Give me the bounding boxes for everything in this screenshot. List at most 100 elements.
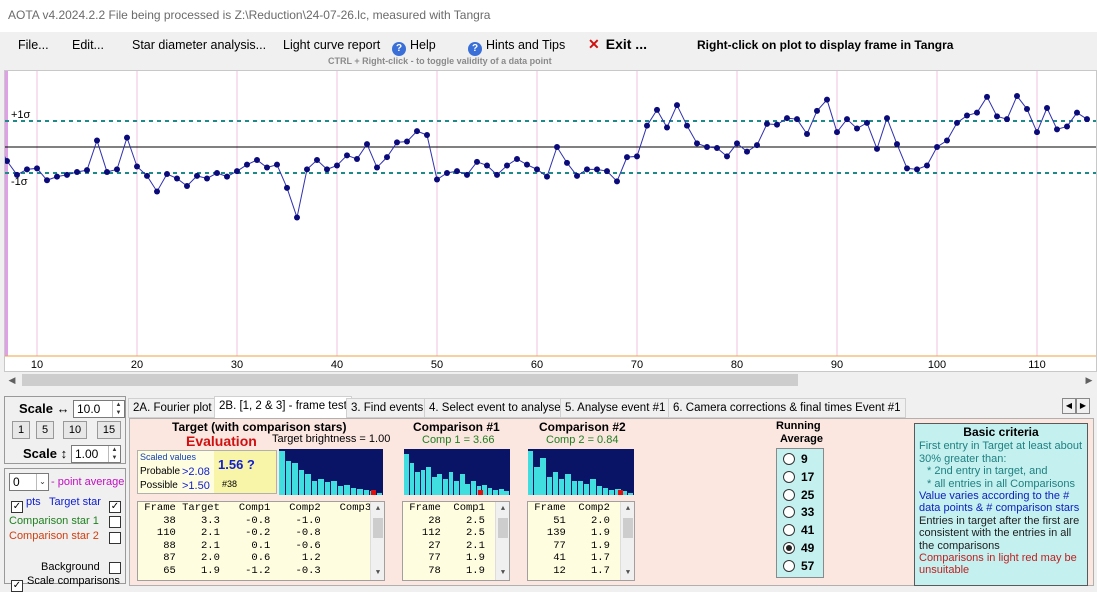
tab-select-event[interactable]: 4. Select event to analyse [424, 398, 566, 418]
tab-fourier-plot[interactable]: 2A. Fourier plot [128, 398, 217, 418]
menu-light-curve-report[interactable]: Light curve report [283, 38, 381, 52]
scale-button-15[interactable]: 15 [97, 421, 121, 439]
data-point [1044, 105, 1050, 111]
scrollbar-thumb[interactable] [373, 518, 383, 538]
running-average-radio-41[interactable] [783, 524, 795, 537]
scroll-up-icon[interactable]: ▲ [375, 505, 381, 513]
running-average-radio-49[interactable] [783, 542, 795, 554]
menu-star-diameter[interactable]: Star diameter analysis... [132, 38, 267, 52]
tab-find-events[interactable]: 3. Find events [346, 398, 429, 418]
scroll-down-icon[interactable]: ▼ [500, 569, 506, 577]
running-average-radio-25[interactable] [783, 488, 795, 501]
chevron-down-icon[interactable]: ⌄ [36, 474, 48, 490]
scale-button-5[interactable]: 5 [36, 421, 54, 439]
scroll-down-icon[interactable]: ▼ [625, 569, 631, 577]
comp2-table[interactable]: Frame Comp2 51 2.0 139 1.9 77 1.9 41 1.7… [527, 501, 635, 581]
data-point [944, 137, 950, 144]
scroll-down-icon[interactable]: ▼ [375, 569, 381, 577]
pts-checkbox[interactable]: ✓ [11, 496, 23, 513]
histogram-bar [493, 490, 498, 495]
data-point [54, 173, 60, 180]
data-point [444, 170, 450, 176]
table-row: 51 2.0 [528, 514, 610, 527]
menu-exit[interactable]: ✕ Exit ... [588, 36, 647, 53]
target-table[interactable]: Frame Target Comp1 Comp2 Comp3 38 3.3 -0… [137, 501, 385, 581]
histogram-bar [615, 489, 621, 495]
scroll-left-arrow-icon[interactable]: ◀ [8, 375, 16, 385]
histogram-bar [376, 492, 383, 495]
histogram-bar [498, 489, 504, 495]
target-star-checkbox[interactable]: ✓ [109, 496, 121, 513]
spinner-arrows-icon[interactable]: ▲ ▼ [112, 401, 124, 417]
data-point [614, 178, 620, 185]
menu-help[interactable]: ? Help [392, 38, 436, 56]
point-average-label: - point average [51, 476, 125, 488]
point-average-select[interactable]: 0 ⌄ [9, 473, 49, 491]
data-point [234, 168, 240, 175]
comp1-checkbox[interactable] [109, 515, 121, 529]
menu-file[interactable]: File... [18, 38, 49, 52]
data-point [564, 159, 570, 166]
data-point [324, 166, 330, 173]
scroll-up-icon[interactable]: ▲ [625, 505, 631, 513]
comp2-checkbox[interactable] [109, 531, 121, 545]
running-average-radio-9[interactable] [783, 453, 795, 465]
menu-hints[interactable]: ? Hints and Tips [468, 38, 565, 56]
tab-camera-corrections[interactable]: 6. Camera corrections & final times Even… [668, 398, 906, 418]
target-star-label: Target star [49, 496, 101, 508]
menu-edit[interactable]: Edit... [72, 38, 104, 52]
criteria-line-1: First entry in Target at least about 30%… [919, 440, 1083, 465]
scrollbar-thumb[interactable] [22, 374, 798, 386]
comp1-table[interactable]: Frame Comp1 28 2.5 112 2.5 27 2.1 77 1.9… [402, 501, 510, 581]
scale-horizontal-value: 10.0 [77, 402, 101, 416]
scroll-right-arrow-icon[interactable]: ▶ [1085, 375, 1093, 385]
scale-comparisons-checkbox[interactable]: ✓ [11, 575, 23, 592]
histogram-bar [331, 481, 337, 495]
menu-help-label: Help [410, 38, 436, 52]
scale-button-1[interactable]: 1 [12, 421, 30, 439]
spinner-arrows-icon[interactable]: ▲ ▼ [108, 446, 120, 462]
table-scrollbar[interactable]: ▲ ▼ [620, 502, 634, 580]
scale-vertical-spinner[interactable]: 1.00 ▲ ▼ [71, 445, 121, 463]
light-curve-svg[interactable]: +1σ -1σ 10 20 30 40 50 60 70 80 90 100 110 [5, 71, 1096, 371]
plot-horizontal-scrollbar[interactable]: ◀ ▶ [4, 372, 1097, 388]
comp2-histogram [528, 449, 634, 495]
light-curve-plot[interactable]: +1σ -1σ 10 20 30 40 50 60 70 80 90 100 110 [4, 70, 1097, 372]
tab-left-arrow-icon[interactable]: ◀ [1062, 398, 1076, 414]
table-scrollbar[interactable]: ▲ ▼ [495, 502, 509, 580]
data-point [924, 162, 930, 169]
scale-horizontal-spinner[interactable]: 10.0 ▲ ▼ [73, 400, 125, 418]
pts-label: pts [26, 496, 41, 508]
data-point [214, 170, 220, 176]
data-point [844, 116, 850, 123]
running-average-radio-57[interactable] [783, 559, 795, 572]
scrollbar-thumb[interactable] [623, 518, 633, 538]
data-point [414, 128, 420, 135]
running-average-radio-17[interactable] [783, 470, 795, 483]
running-average-radio-33[interactable] [783, 506, 795, 519]
histogram-bar [311, 481, 318, 495]
data-point [544, 173, 550, 180]
background-checkbox[interactable] [109, 561, 121, 575]
running-average-label: 9 [801, 452, 808, 466]
histogram-bar [590, 478, 596, 495]
probable-value: >2.08 [182, 466, 210, 478]
target-histogram [279, 449, 383, 495]
tab-analyse-event[interactable]: 5. Analyse event #1 [560, 398, 671, 418]
data-point [314, 157, 320, 163]
scale-comparisons-label: Scale comparisons [27, 575, 120, 587]
x-tick-label: 100 [928, 359, 946, 371]
table-scrollbar[interactable]: ▲ ▼ [370, 502, 384, 580]
histogram-bar [504, 491, 510, 495]
histogram-bar [350, 488, 357, 495]
tab-frame-test[interactable]: 2B. [1, 2 & 3] - frame test [214, 396, 352, 418]
scrollbar-thumb[interactable] [498, 518, 508, 538]
data-point [74, 168, 80, 175]
data-point [864, 119, 870, 126]
data-point [304, 166, 310, 173]
tab-right-arrow-icon[interactable]: ▶ [1076, 398, 1090, 414]
checkbox-checked-icon: ✓ [11, 580, 23, 592]
histogram-bar [609, 490, 615, 495]
scale-button-10[interactable]: 10 [63, 421, 87, 439]
scroll-up-icon[interactable]: ▲ [500, 505, 506, 513]
